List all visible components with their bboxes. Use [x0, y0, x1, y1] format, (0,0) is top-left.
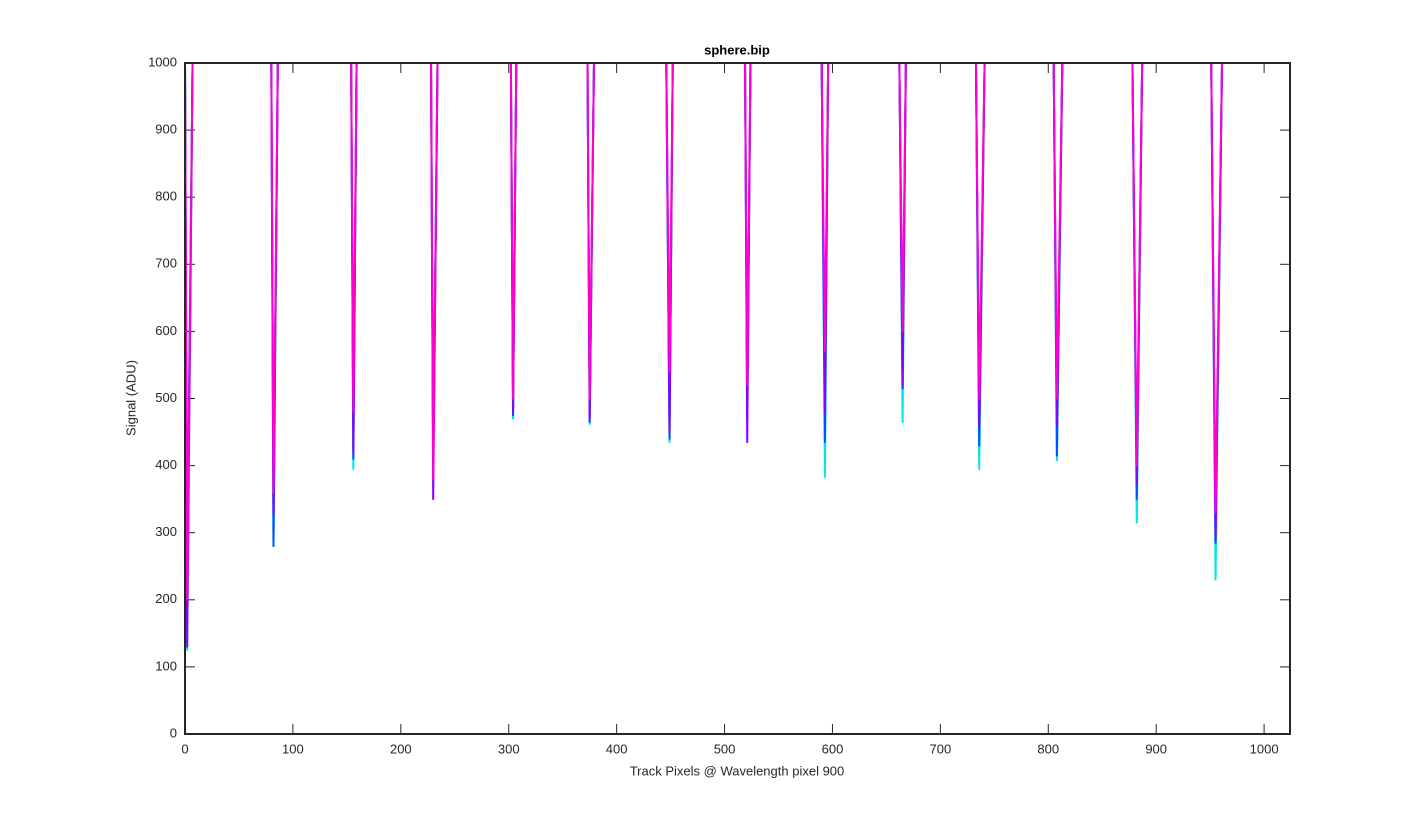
- x-axis-label: Track Pixels @ Wavelength pixel 900: [630, 763, 845, 778]
- y-axis-label: Signal (ADU): [123, 360, 138, 436]
- data-line: [184, 62, 1224, 652]
- y-tick-label: 100: [155, 658, 177, 673]
- y-tick-label: 500: [155, 390, 177, 405]
- x-tick-label: 500: [714, 741, 736, 756]
- x-tick-label: 900: [1145, 741, 1167, 756]
- y-tick-label: 400: [155, 457, 177, 472]
- x-tick-label: 700: [930, 741, 952, 756]
- y-tick-label: 1000: [148, 54, 177, 69]
- plot-frame: [184, 62, 1291, 735]
- data-line: [184, 62, 1224, 568]
- data-line: [184, 62, 1224, 601]
- x-tick-label: 600: [822, 741, 844, 756]
- y-tick-label: 200: [155, 591, 177, 606]
- chart-title: sphere.bip: [704, 42, 770, 57]
- y-tick-label: 700: [155, 256, 177, 271]
- x-tick-label: 300: [498, 741, 520, 756]
- data-line: [184, 62, 1224, 648]
- y-tick-label: 0: [170, 725, 177, 740]
- x-tick-label: 400: [606, 741, 628, 756]
- x-tick-label: 200: [390, 741, 412, 756]
- x-tick-label: 100: [282, 741, 304, 756]
- x-tick-label: 800: [1037, 741, 1059, 756]
- y-tick-label: 900: [155, 122, 177, 137]
- y-tick-label: 300: [155, 524, 177, 539]
- y-tick-label: 800: [155, 189, 177, 204]
- y-tick-label: 600: [155, 323, 177, 338]
- x-tick-label: 0: [181, 741, 188, 756]
- x-tick-label: 1000: [1250, 741, 1279, 756]
